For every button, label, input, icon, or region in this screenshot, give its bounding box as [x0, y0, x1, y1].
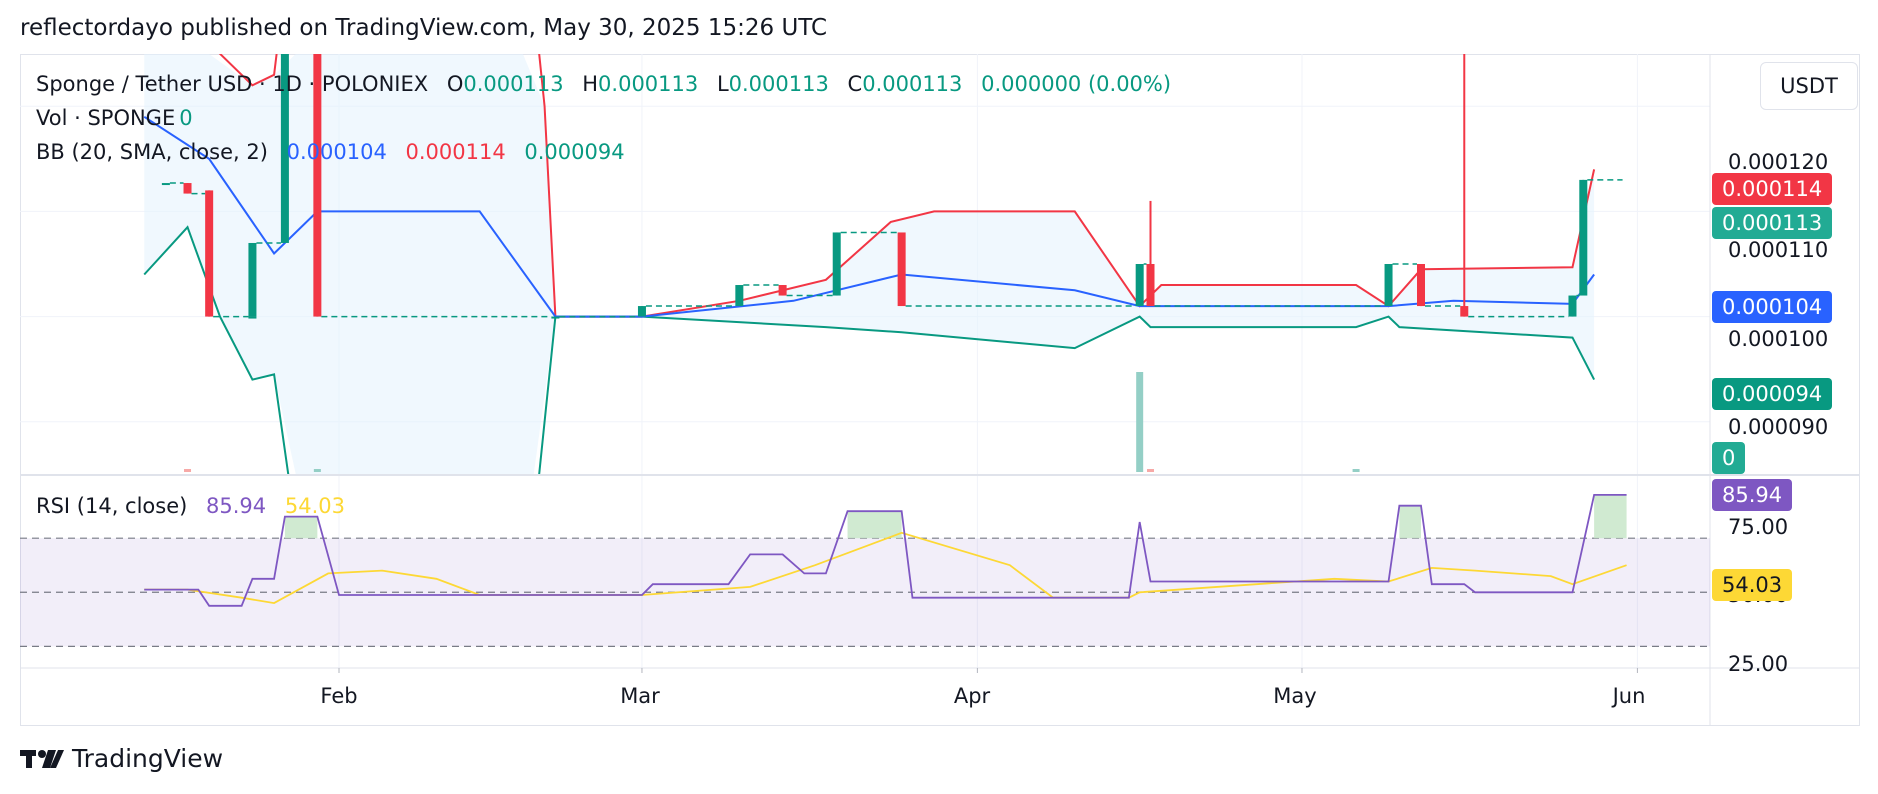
volume-value: 0: [179, 106, 193, 130]
rsi-overbought-fill: [1399, 505, 1421, 539]
bb-lower-badge: 0.000094: [1712, 378, 1833, 410]
candle-body: [551, 316, 560, 319]
open-value: 0.000113: [463, 72, 564, 96]
bb-lower-value: 0.000094: [524, 140, 625, 164]
change-value: 0.000000 (0.00%): [981, 72, 1172, 96]
symbol-legend: Sponge / Tether USD · 1D · POLONIEX O0.0…: [36, 72, 1172, 96]
low-value: 0.000113: [728, 72, 829, 96]
price-tick-label: 0.000120: [1728, 150, 1829, 174]
bb-upper-line: [218, 54, 1596, 318]
candle-body: [1146, 264, 1155, 307]
high-value: 0.000113: [598, 72, 699, 96]
symbol-title: Sponge / Tether USD · 1D · POLONIEX: [36, 72, 429, 96]
volume-bar: [184, 469, 192, 472]
rsi-ma-value: 54.03: [284, 494, 345, 518]
candle-body: [205, 190, 214, 317]
candle-body: [1135, 264, 1144, 307]
volume-bar: [313, 469, 321, 472]
bb-upper-badge: 0.000114: [1712, 173, 1833, 205]
rsi-ma-badge: 54.03: [1712, 569, 1793, 601]
time-tick-label: Mar: [620, 684, 660, 708]
candle-body: [778, 285, 787, 296]
candle-body: [1579, 179, 1588, 296]
rsi-line: [144, 493, 1627, 607]
bb-basis-value: 0.000104: [286, 140, 387, 164]
candle-body: [897, 232, 906, 307]
candle-body: [1417, 264, 1425, 307]
volume-badge: 0: [1712, 442, 1746, 474]
candle-body: [637, 306, 646, 317]
price-tick-label: 0.000110: [1728, 238, 1829, 262]
publisher-credit: reflectordayo published on TradingView.c…: [20, 15, 828, 41]
time-tick-label: Jun: [1612, 684, 1646, 708]
candle-body: [832, 232, 841, 296]
bb-legend: BB (20, SMA, close, 2) 0.000104 0.000114…: [36, 140, 625, 164]
candle-body: [248, 316, 257, 319]
rsi-legend: RSI (14, close) 85.94 54.03: [36, 494, 345, 518]
price-pane: [143, 54, 1623, 474]
candle-body: [161, 183, 170, 186]
candle-body: [313, 54, 322, 317]
bb-band-fill: [144, 54, 1595, 474]
candle-body: [1568, 295, 1577, 317]
bb-lower-line: [143, 225, 1596, 474]
chart-frame: [20, 54, 1860, 726]
candle-body: [1384, 264, 1393, 307]
volume-legend: Vol · SPONGE 0: [36, 106, 193, 130]
brand-name: TradingView: [72, 744, 224, 773]
tradingview-logo-icon: [20, 749, 64, 768]
close-value: 0.000113: [862, 72, 963, 96]
tradingview-brand[interactable]: TradingView: [20, 744, 223, 773]
candle-body: [183, 183, 192, 194]
rsi-pane: [20, 493, 1710, 647]
volume-bar: [1147, 469, 1154, 472]
rsi-ma-line: [144, 531, 1627, 605]
rsi-tick-label: 25.00: [1728, 652, 1789, 676]
candle-body: [735, 285, 744, 307]
price-tick-label: 0.000090: [1728, 415, 1829, 439]
rsi-overbought-fill: [284, 516, 318, 539]
rsi-tick-label: 75.00: [1728, 515, 1789, 539]
candle-body: [280, 54, 289, 243]
time-tick-label: May: [1273, 684, 1317, 708]
volume-bar: [1352, 469, 1360, 472]
bb-basis-badge: 0.000104: [1712, 291, 1833, 323]
candle-body: [1460, 306, 1469, 317]
currency-button[interactable]: USDT: [1760, 62, 1858, 110]
rsi-value: 85.94: [206, 494, 267, 518]
time-tick-label: Apr: [953, 684, 991, 708]
bb-upper-value: 0.000114: [405, 140, 506, 164]
price-tick-label: 0.000100: [1728, 327, 1829, 351]
rsi-overbought-fill: [847, 511, 902, 539]
candle-body: [248, 242, 257, 317]
rsi-overbought-fill: [1594, 494, 1627, 539]
rsi-badge: 85.94: [1712, 479, 1793, 511]
volume-bar: [1136, 372, 1144, 472]
close-price-badge: 0.000113: [1712, 207, 1833, 239]
time-tick-label: Feb: [320, 684, 358, 708]
